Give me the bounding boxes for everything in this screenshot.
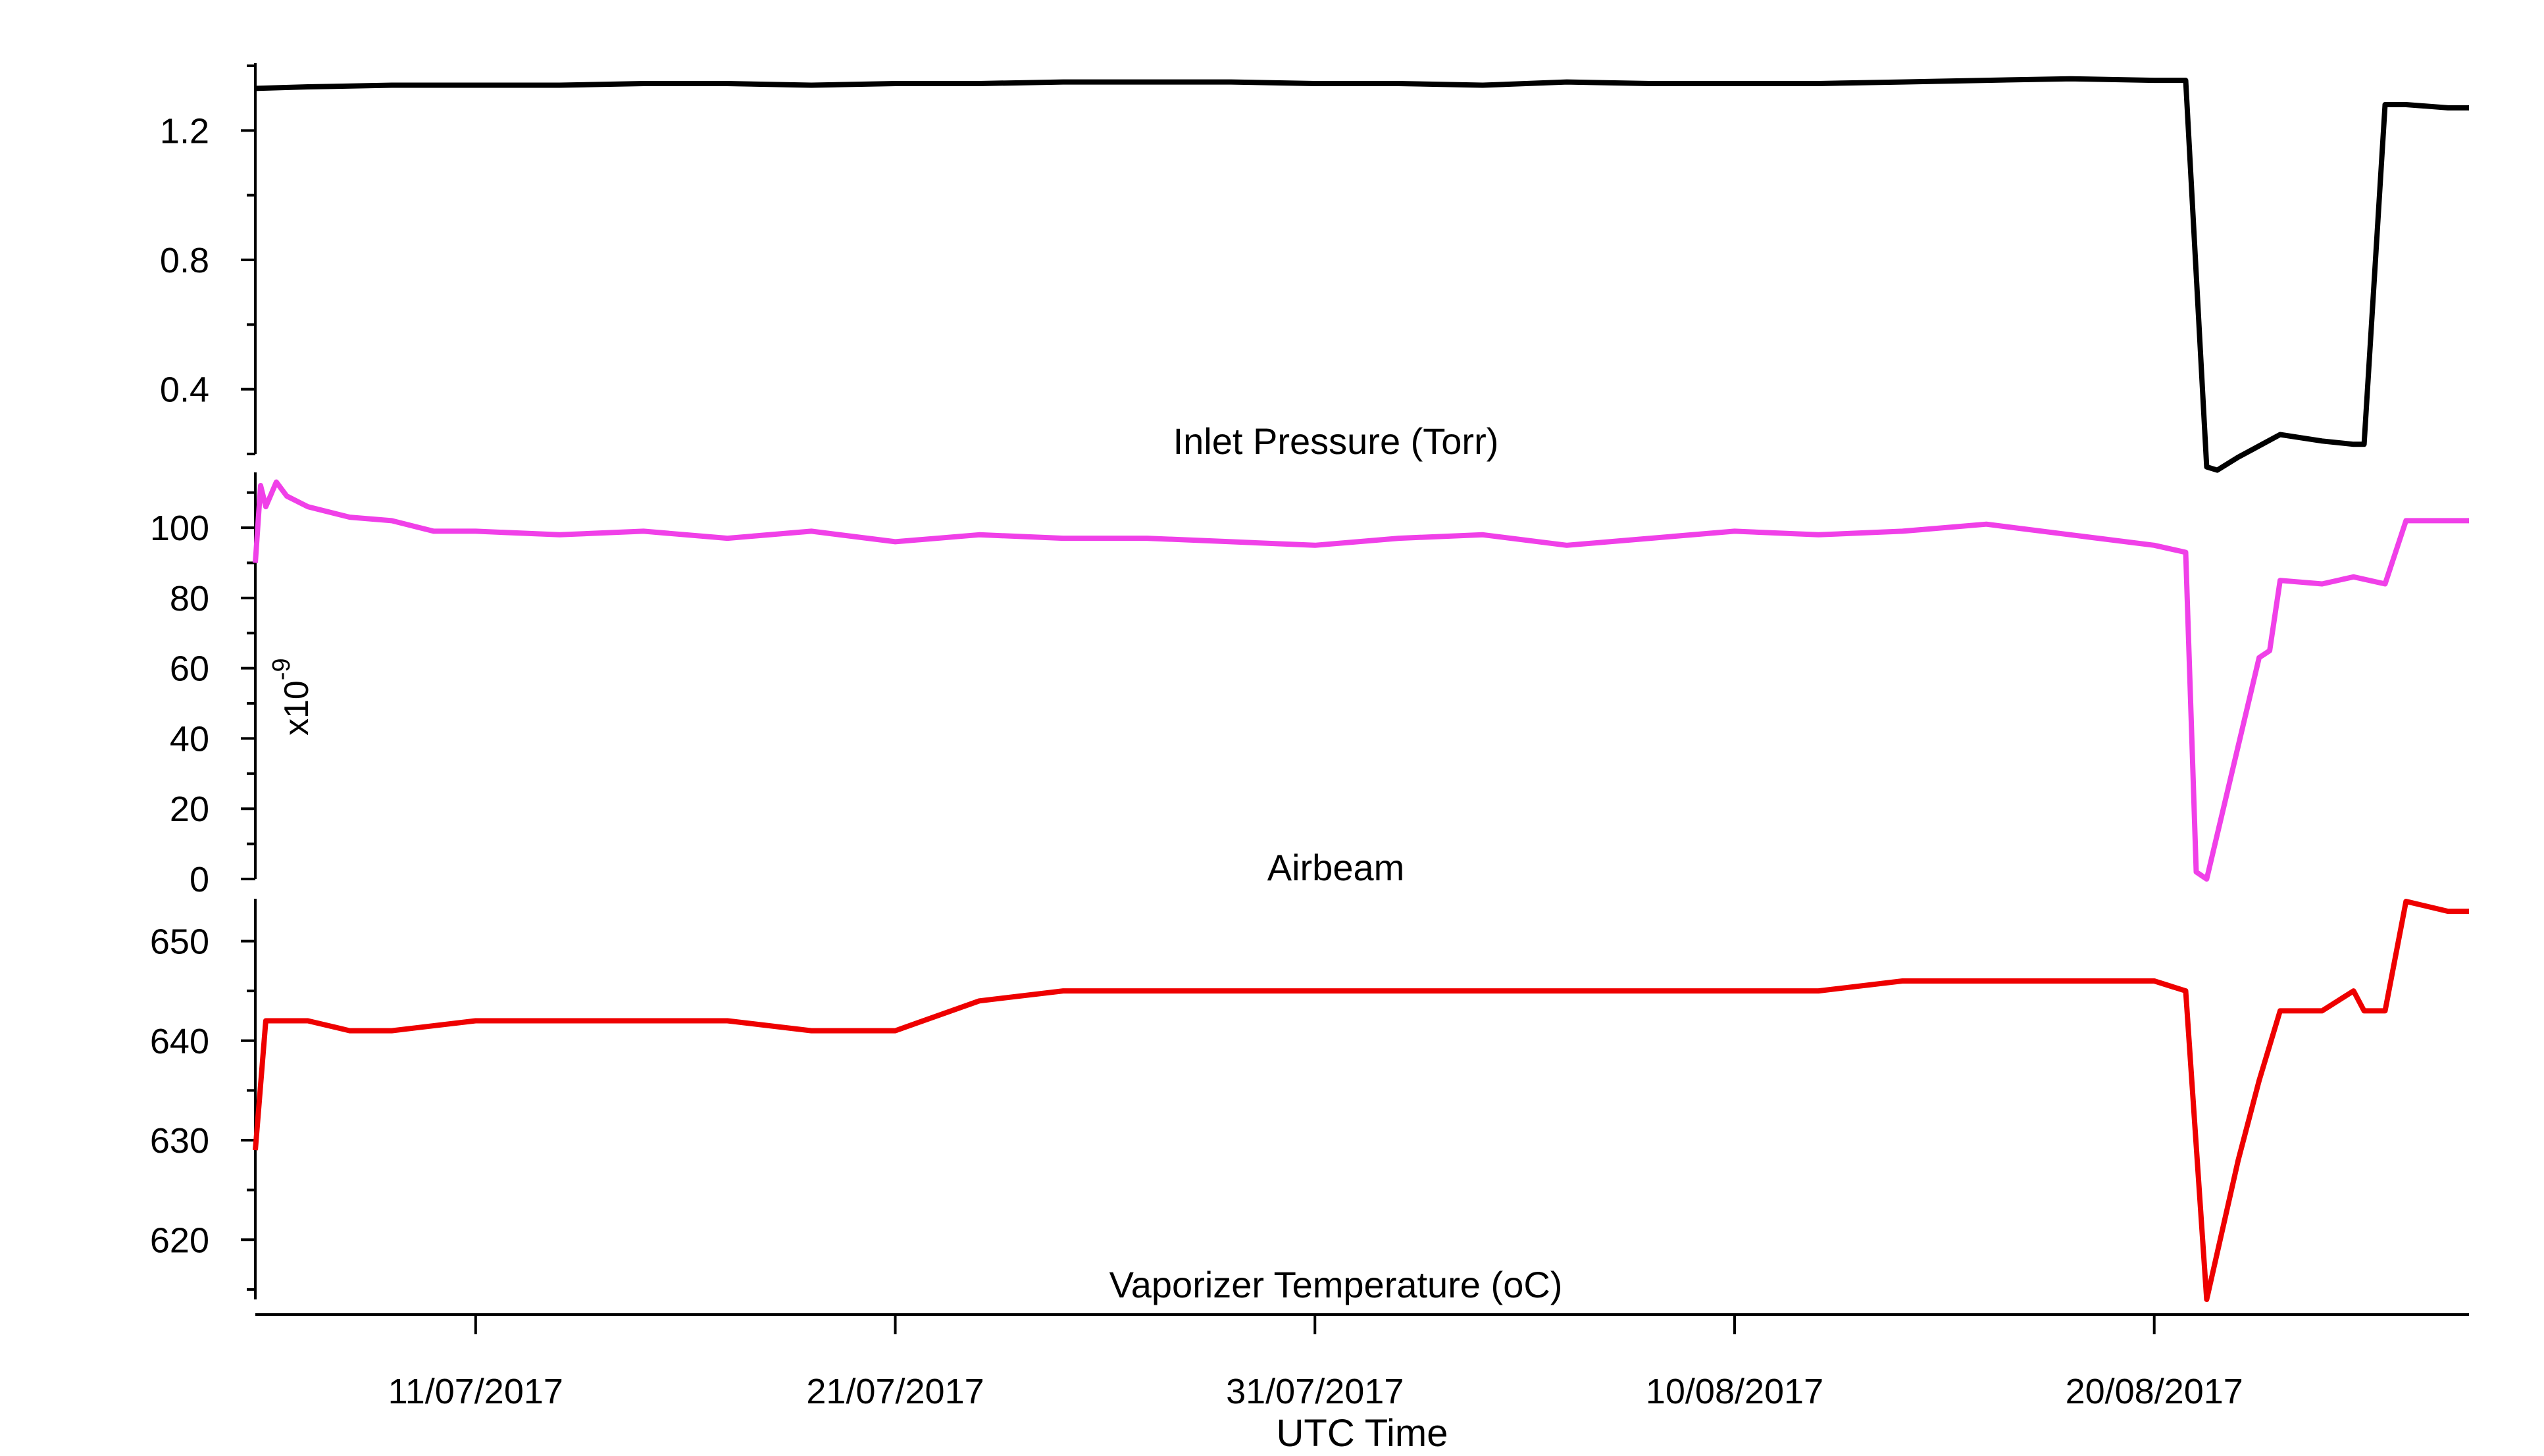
x-tick-label: 10/08/2017 (1646, 1372, 1823, 1411)
inlet-pressure-panel-label: Inlet Pressure (Torr) (1173, 420, 1499, 462)
airbeam-y-scale-exponent: -9 (268, 658, 295, 680)
y-tick-label: 100 (150, 509, 209, 548)
panel-vaporizer-temperature: 620 630 640 650 Vaporizer Temperature (oC) (150, 899, 2469, 1305)
x-axis-title: UTC Time (1277, 1412, 1448, 1455)
y-tick-label: 650 (150, 922, 209, 962)
x-axis: 11/07/2017 21/07/2017 31/07/2017 10/08/2017… (255, 1313, 2469, 1455)
y-tick-label: 40 (170, 719, 209, 759)
y-tick-label: 630 (150, 1121, 209, 1161)
airbeam-series-line (253, 479, 2469, 882)
x-tick-label: 11/07/2017 (388, 1372, 563, 1411)
airbeam-y-scale-multiplier: x10-9 (268, 658, 316, 736)
y-tick-label: 80 (170, 579, 209, 618)
airbeam-y-axis-ticks: 0 20 40 60 80 100 (150, 491, 255, 899)
y-tick-label: 0.4 (160, 370, 209, 410)
y-tick-label: 60 (170, 649, 209, 689)
vaporizer-temperature-series-line (253, 899, 2469, 1302)
x-axis-ticks: 11/07/2017 21/07/2017 31/07/2017 10/08/2017… (388, 1315, 2243, 1411)
vaporizer-temperature-y-axis-ticks: 620 630 640 650 (150, 922, 255, 1291)
vaporizer-temperature-panel-label: Vaporizer Temperature (oC) (1109, 1264, 1563, 1305)
panel-airbeam: 0 20 40 60 80 100 Airbeam x10-9 (150, 472, 2469, 899)
x-tick-label: 20/08/2017 (2066, 1372, 2243, 1411)
x-tick-label: 21/07/2017 (806, 1372, 984, 1411)
inlet-pressure-series-line (255, 76, 2469, 473)
x-tick-label: 31/07/2017 (1226, 1372, 1404, 1411)
y-tick-label: 0.8 (160, 241, 209, 280)
y-tick-label: 0 (190, 860, 209, 899)
y-tick-label: 1.2 (160, 111, 209, 151)
y-tick-label: 620 (150, 1220, 209, 1260)
panel-inlet-pressure: 0.4 0.8 1.2 Inlet Pressure (Torr) (160, 63, 2469, 473)
y-tick-label: 20 (170, 790, 209, 829)
airbeam-panel-label: Airbeam (1267, 847, 1405, 888)
inlet-pressure-y-axis-ticks: 0.4 0.8 1.2 (160, 64, 255, 455)
airbeam-y-scale-base: x10 (278, 680, 316, 736)
y-tick-label: 640 (150, 1022, 209, 1061)
